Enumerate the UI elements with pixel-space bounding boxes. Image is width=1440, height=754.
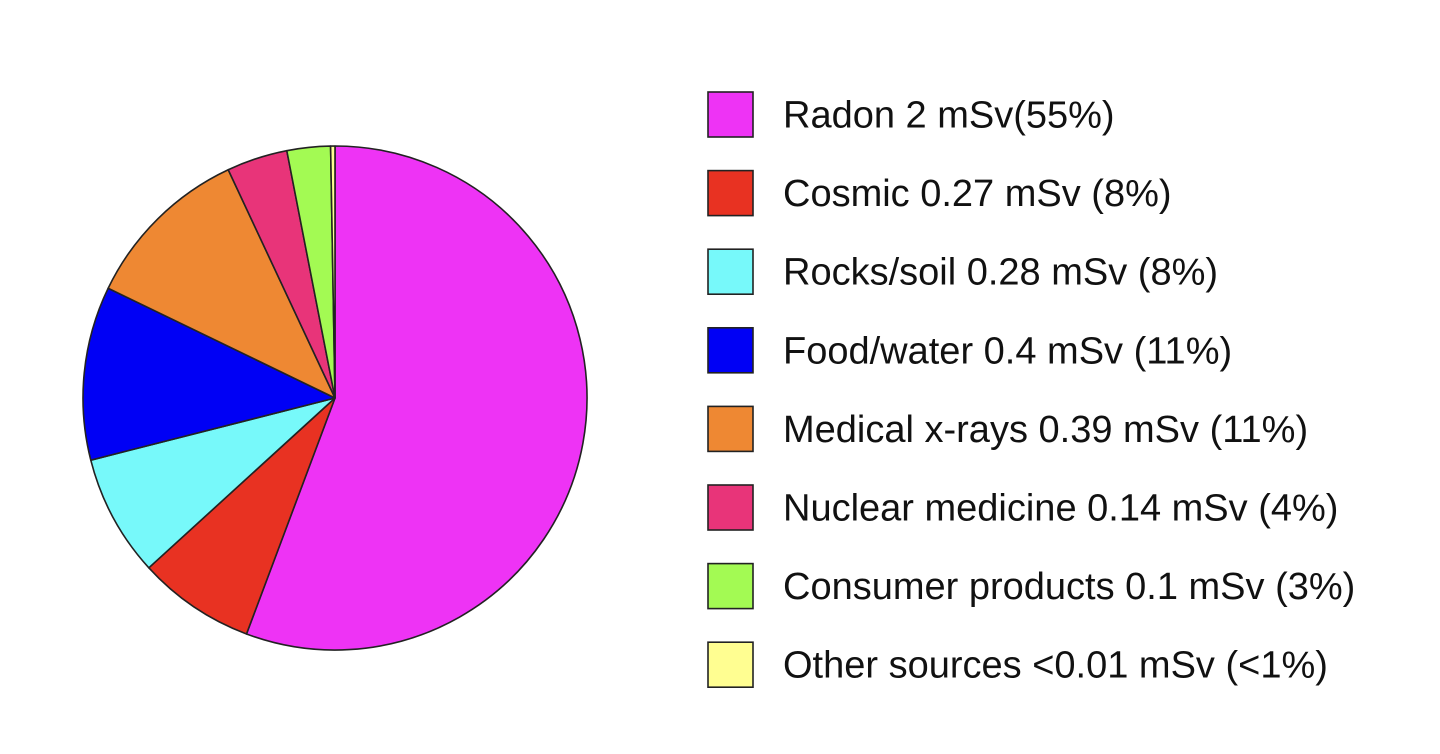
legend-swatch-other — [707, 641, 754, 689]
legend-label-rocks-soil: Rocks/soil 0.28 mSv (8%) — [783, 252, 1218, 294]
legend-label-other: Other sources <0.01 mSv (<1%) — [783, 645, 1328, 687]
pie-slice-food-water — [82, 287, 336, 461]
legend-label-consumer: Consumer products 0.1 mSv (3%) — [783, 566, 1355, 608]
legend-label-food-water: Food/water 0.4 mSv (11%) — [783, 330, 1232, 372]
legend-swatch-medical — [707, 405, 754, 453]
legend-label-nuclear: Nuclear medicine 0.14 mSv (4%) — [783, 488, 1338, 530]
legend-swatch-radon — [707, 91, 754, 138]
legend-swatch-rocks-soil — [707, 248, 754, 295]
legend-swatch-nuclear — [707, 484, 754, 531]
pie — [82, 145, 588, 651]
pie-slice-rocks-soil — [89, 397, 336, 569]
legend-label-medical: Medical x-rays 0.39 mSv (11%) — [783, 409, 1308, 451]
legend-swatch-food-water — [707, 326, 754, 374]
legend-label-cosmic: Cosmic 0.27 mSv (8%) — [783, 173, 1172, 215]
legend-swatch-consumer — [707, 562, 754, 610]
legend: Radon 2 mSv(55%) Cosmic 0.27 mSv (8%) Rock… — [707, 91, 1355, 689]
pie-slice-radon — [245, 145, 588, 651]
legend-swatch-cosmic — [707, 169, 754, 217]
pie-slice-cosmic — [148, 397, 336, 635]
pie-slice-medical — [107, 168, 336, 399]
pie-slice-other — [329, 145, 336, 399]
legend-label-radon: Radon 2 mSv(55%) — [783, 95, 1115, 137]
